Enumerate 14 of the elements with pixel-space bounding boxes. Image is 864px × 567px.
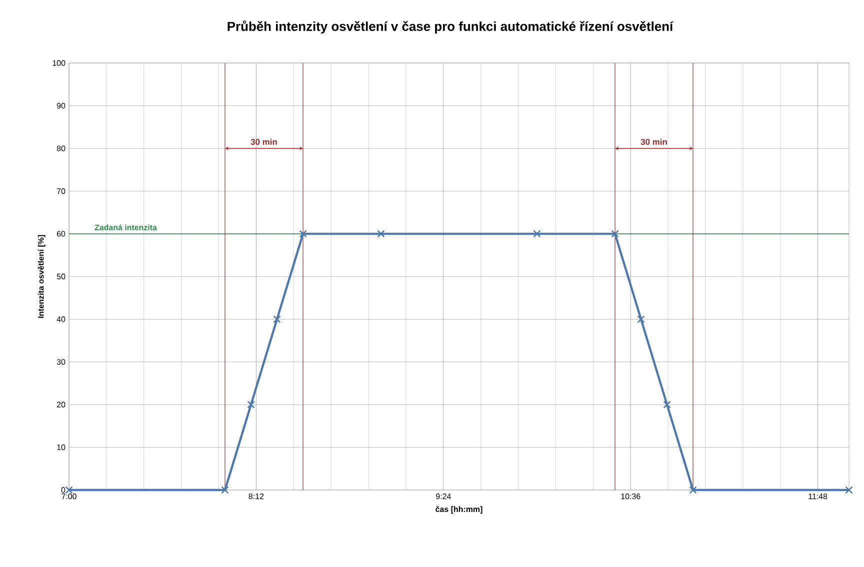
point [689,486,697,494]
point [377,230,385,238]
point [533,230,541,238]
annotation: 30 min [640,138,667,145]
chart-title: Průběh intenzity osvětlení v čase pro funkci automatické řízení osvětlení [228,20,674,34]
point [273,315,281,324]
point [299,230,307,238]
point [221,486,229,494]
point [611,230,619,238]
point [663,400,671,408]
point [247,400,255,408]
point [845,486,853,494]
point [637,315,645,324]
annotation: 30 min [250,138,277,145]
